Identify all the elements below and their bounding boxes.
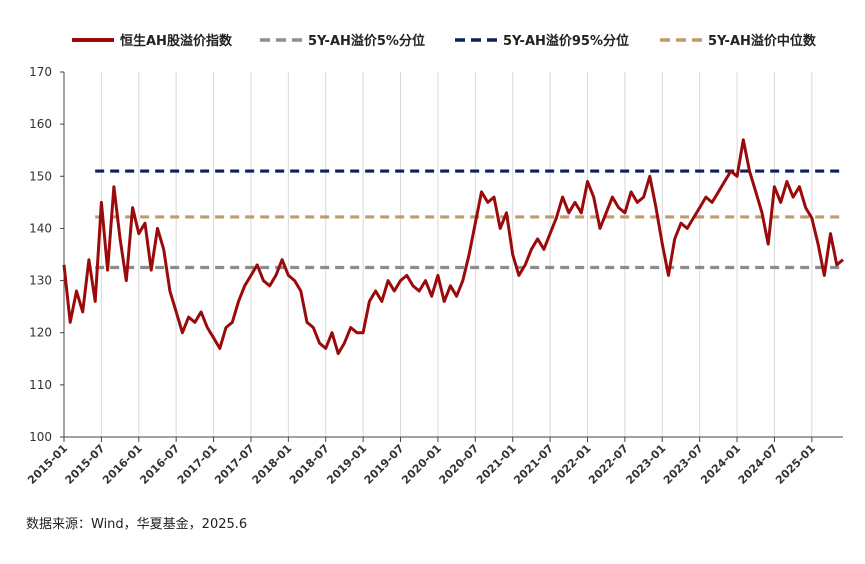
x-tick-label: 2015-07 xyxy=(63,442,108,487)
series-layer xyxy=(62,138,844,356)
series-line-0 xyxy=(62,138,844,356)
x-tick-label: 2020-07 xyxy=(437,442,482,487)
x-tick-label: 2024-01 xyxy=(698,442,743,487)
legend-item-0: 恒生AH股溢价指数 xyxy=(72,33,233,49)
x-tick-label: 2019-07 xyxy=(362,442,407,487)
legend-label: 5Y-AH溢价中位数 xyxy=(708,33,817,49)
x-tick-label: 2022-01 xyxy=(549,442,594,487)
x-tick-label: 2017-07 xyxy=(212,442,257,487)
legend-label: 恒生AH股溢价指数 xyxy=(120,33,233,49)
x-tick-label: 2020-01 xyxy=(399,442,444,487)
y-tick-label: 140 xyxy=(29,221,52,235)
x-tick-label: 2015-01 xyxy=(25,442,70,487)
x-tick-label: 2021-07 xyxy=(511,442,556,487)
grid-lines xyxy=(63,72,813,437)
y-tick-label: 100 xyxy=(29,430,52,444)
x-tick-label: 2021-01 xyxy=(474,442,519,487)
x-tick-label: 2018-01 xyxy=(250,442,295,487)
x-tick-label: 2025-01 xyxy=(773,442,818,487)
legend-item-1: 5Y-AH溢价5%分位 xyxy=(260,33,425,49)
legend-item-2: 5Y-AH溢价95%分位 xyxy=(455,33,629,49)
y-tick-label: 120 xyxy=(29,326,52,340)
source-note: 数据来源：Wind，华夏基金，2025.6 xyxy=(26,517,248,532)
y-tick-label: 150 xyxy=(29,169,52,183)
legend-item-3: 5Y-AH溢价中位数 xyxy=(660,33,817,49)
x-tick-label: 2016-07 xyxy=(137,442,182,487)
x-tick-label: 2023-07 xyxy=(661,442,706,487)
x-tick-label: 2016-01 xyxy=(100,442,145,487)
x-tick-label: 2023-01 xyxy=(623,442,668,487)
legend: 恒生AH股溢价指数 5Y-AH溢价5%分位 5Y-AH溢价95%分位 5Y-AH溢价中… xyxy=(72,33,817,49)
x-tick-label: 2017-01 xyxy=(175,442,220,487)
x-tick-label: 2024-07 xyxy=(736,442,781,487)
x-tick-label: 2019-01 xyxy=(324,442,369,487)
x-tick-label: 2022-07 xyxy=(586,442,631,487)
reference-lines xyxy=(95,169,843,270)
y-tick-label: 160 xyxy=(29,117,52,131)
x-tick-label: 2018-07 xyxy=(287,442,332,487)
y-tick-label: 170 xyxy=(29,65,52,79)
y-tick-label: 130 xyxy=(29,274,52,288)
axes: 2015-012015-072016-012016-072017-012017-… xyxy=(25,65,843,487)
y-tick-label: 110 xyxy=(29,378,52,392)
legend-label: 5Y-AH溢价95%分位 xyxy=(503,33,629,49)
legend-label: 5Y-AH溢价5%分位 xyxy=(308,33,425,49)
